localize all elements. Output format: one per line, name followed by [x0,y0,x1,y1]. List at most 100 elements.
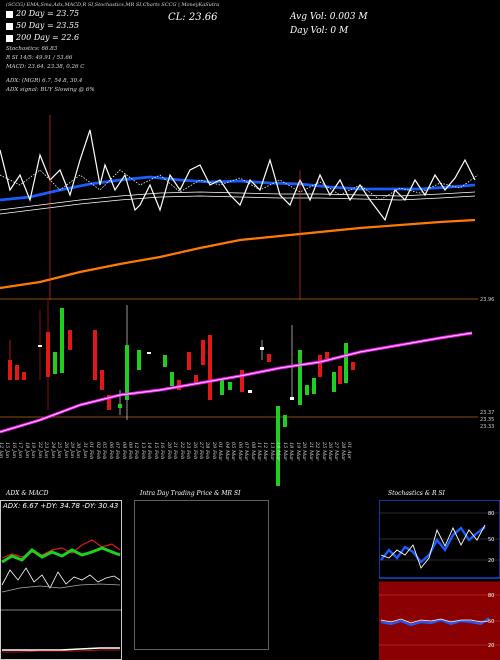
candle [325,352,329,362]
date-tick-label: 01 Feb [88,442,95,460]
candle [290,397,294,400]
adx-panel-title: ADX & MACD [6,490,49,497]
price-axis-b0: 23.37 [480,410,494,416]
date-tick-label: 01 Apr [346,442,353,460]
date-tick-label: 15 Mar [281,442,288,461]
legend-200day: 200 Day = 22.6 [6,33,79,42]
adx-values: ADX: 6.67 +DY: 34.78 -DY: 30.43 [2,502,118,510]
date-tick-label: 30 Jan [75,442,82,459]
candle [305,385,309,395]
candle [260,347,264,350]
date-tick-label: 06 Mar [236,442,243,461]
adx-signal: ADX signal: BUY Slowing @ 6% [6,87,95,93]
rsi-line: R SI 14/5: 49.91 / 53.66 [6,55,73,61]
candle [118,404,122,408]
date-tick-label: 27 Mar [333,442,340,461]
candle [338,366,342,384]
date-tick-label: 17 Jan [17,442,24,459]
date-tick-label: 14 Mar [275,442,282,461]
date-tick-label: 22 Jan [36,442,43,459]
date-tick-label: 29 Feb [210,442,217,460]
candle [170,372,174,386]
candle [22,372,26,380]
candle [240,370,244,392]
intraday-panel-title: Intra Day Trading Price & MR SI [140,490,241,497]
date-tick-label: 19 Jan [30,442,37,459]
candle [312,378,316,394]
stoch-rsi-panel: 80 50 20 80 50 20 [379,500,500,660]
candle [208,335,212,400]
date-tick-label: 07 Mar [243,442,250,461]
candle [187,352,191,370]
date-tick-label: 25 Jan [56,442,63,459]
stoch-panel-title: Stochastics & R SI [388,490,445,497]
candle [194,375,198,385]
stoch-axis-20: 20 [488,558,494,564]
candle [177,380,181,390]
ema-200-line [0,218,476,290]
date-tick-label: 15 Feb [152,442,159,460]
candle [201,340,205,365]
mrsi-line [380,618,490,624]
date-tick-label: 19 Mar [294,442,301,461]
date-tick-label: 31 Jan [81,442,88,459]
rsi-axis-20: 20 [488,643,494,649]
price-axis-top: 23.96 [480,297,494,303]
candle [137,350,141,370]
candle [267,354,271,362]
date-tick-label: 16 Jan [10,442,17,459]
date-tick-label: 08 Mar [249,442,256,461]
stoch-axis-50: 50 [488,537,494,543]
candle [46,332,50,377]
adx-line [1,567,121,589]
date-tick-label: 28 Mar [339,442,346,461]
date-tick-label: 26 Jan [62,442,69,459]
candle [68,330,72,350]
candle [298,350,302,405]
price-axis-b1: 23.35 [480,417,494,423]
page-topline: (SCCG) EMA,Sma,Adx,MACD,R SI,Stochastics… [6,2,220,8]
candle [100,370,104,390]
legend-swatch-icon [6,10,13,18]
candles [8,300,355,486]
date-tick-label: 04 Mar [223,442,230,461]
rsi-line [380,617,490,627]
date-tick-label: 23 Jan [43,442,50,459]
intraday-panel [134,500,269,650]
stoch-axis-80: 80 [488,511,494,517]
date-tick-label: 05 Mar [230,442,237,461]
date-tick-label: 02 Feb [94,442,101,460]
legend-swatch-icon [6,22,13,30]
candle [15,365,19,380]
stoch-k-line [380,526,486,564]
day-volume: Day Vol: 0 M [290,26,349,36]
macd-signal-line [2,649,120,653]
date-tick-label: 01 Mar [217,442,224,461]
close-label: CL: 23.66 [168,12,218,23]
candle [93,330,97,380]
stochastic-price-line [0,129,476,222]
ema-20-line [0,175,476,202]
adx-line: ADX: (MGR) 6.7, 54.8, 30.4 [6,78,83,84]
date-tick-label: 22 Mar [314,442,321,461]
rsi-axis-80: 80 [488,593,494,599]
rsi-axis-50: 50 [488,619,494,625]
date-tick-label: 13 Mar [268,442,275,461]
date-tick-label: 08 Feb [120,442,127,460]
date-tick-label: 21 Mar [307,442,314,461]
macd-line [2,647,120,651]
price-axis-b2: 23.33 [480,424,494,430]
date-tick-label: 18 Jan [23,442,30,459]
date-tick-label: 13 Feb [139,442,146,460]
date-tick-label: 16 Feb [159,442,166,460]
sma-line-a [0,191,476,211]
date-tick-label: 12 Mar [262,442,269,461]
candle [147,352,151,354]
candle [8,360,12,380]
ma-white-core [0,332,473,433]
candle [248,390,252,393]
candle [351,362,355,370]
date-tick-label: 28 Feb [204,442,211,460]
date-tick-label: 20 Mar [301,442,308,461]
candle [220,380,224,395]
